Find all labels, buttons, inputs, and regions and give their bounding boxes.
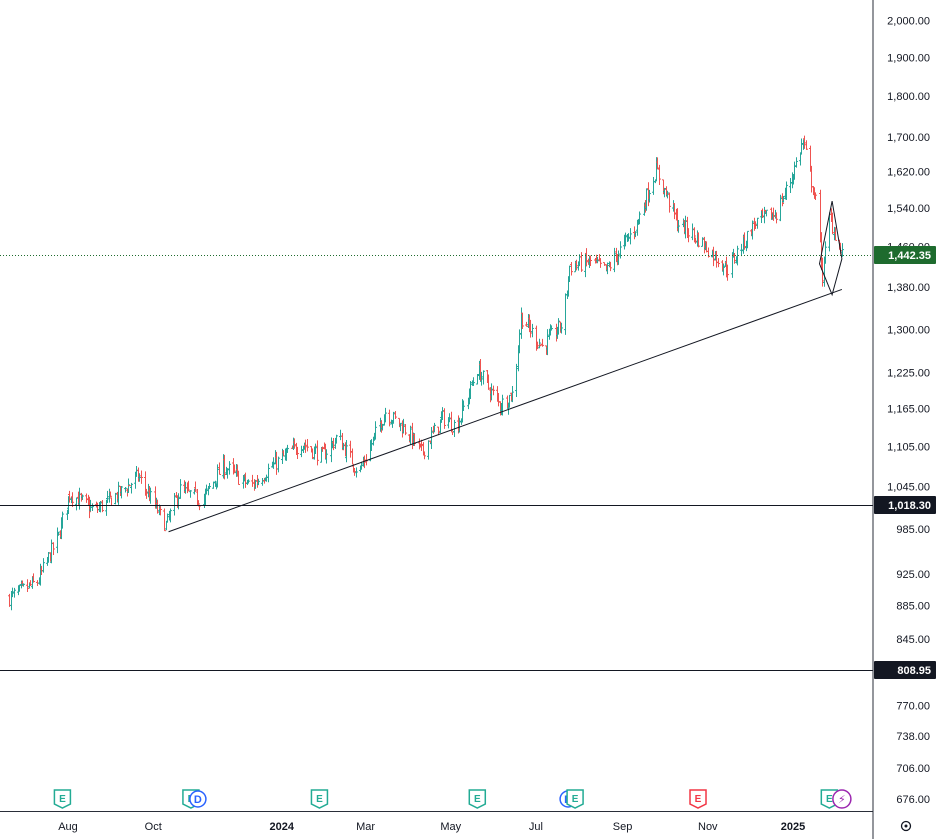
price-tick-label: 1,165.00 [887, 403, 930, 415]
price-tick-label: 738.00 [896, 731, 930, 743]
event-markers: EEDEEDEEE⚡ [53, 789, 852, 809]
dividend-icon[interactable] [189, 790, 207, 808]
level-price-tag-label: 808.95 [897, 665, 931, 677]
price-tick-label: 1,900.00 [887, 52, 930, 64]
price-tick-label: 1,105.00 [887, 441, 930, 453]
settings-gear-icon-center [904, 824, 908, 828]
trendline[interactable] [168, 288, 843, 533]
diamond-pattern[interactable] [818, 201, 843, 297]
time-tick-label: Sep [613, 821, 633, 833]
price-tick-label: 925.00 [896, 569, 930, 581]
time-tick-label: 2024 [269, 821, 294, 833]
time-tick-label: May [440, 821, 461, 833]
earnings-icon[interactable] [566, 789, 584, 809]
time-tick-label: 2025 [781, 821, 805, 833]
price-tick-label: 1,700.00 [887, 132, 930, 144]
price-tick-label: 845.00 [896, 634, 930, 646]
earnings-icon[interactable] [310, 789, 329, 809]
level-price-tag [874, 661, 936, 679]
price-tick-label: 770.00 [896, 701, 930, 713]
time-tick-label: Jul [529, 821, 543, 833]
earnings-icon-label: E [59, 794, 66, 805]
price-tick-label: 985.00 [896, 524, 930, 536]
price-tick-label: 1,225.00 [887, 367, 930, 379]
earnings-icon-label: E [474, 794, 481, 805]
current-price-tag [874, 246, 936, 264]
price-tick-label: 1,380.00 [887, 282, 930, 294]
price-tick-label: 1,540.00 [887, 203, 930, 215]
earnings-icon-label: E [572, 794, 579, 805]
price-tick-label: 1,045.00 [887, 481, 930, 493]
level-price-tag [874, 496, 936, 514]
chart-settings-button[interactable] [900, 820, 912, 832]
current-price-tag-label: 1,442.35 [888, 250, 931, 262]
price-tick-label: 1,620.00 [887, 167, 930, 179]
time-tick-label: Oct [145, 821, 162, 833]
price-tick-label: 885.00 [896, 601, 930, 613]
earnings-icon-label: E [826, 794, 833, 805]
price-tick-label: 676.00 [896, 794, 930, 806]
price-axis-background [873, 0, 941, 839]
price-tags: 1,018.30 808.95 1,442.35 [874, 246, 936, 679]
time-tick-label: Mar [356, 821, 375, 833]
flash-icon[interactable] [832, 789, 852, 809]
price-tick-label: 1,800.00 [887, 91, 930, 103]
level-price-tag-label: 1,018.30 [888, 500, 931, 512]
earnings-icon[interactable] [53, 789, 72, 809]
price-axis-ticks[interactable]: 2,000.00 1,900.00 1,800.00 1,700.00 1,620.00… [887, 16, 930, 807]
time-tick-label: Nov [698, 821, 718, 833]
earnings-icon-label: E [316, 794, 323, 805]
flash-icon-label: ⚡ [838, 794, 846, 806]
earnings-icon[interactable] [468, 789, 487, 809]
price-tick-label: 706.00 [896, 763, 930, 775]
drawing-overlays [0, 201, 873, 671]
candlestick-series [8, 135, 844, 611]
price-tick-label: 2,000.00 [887, 16, 930, 28]
settings-gear-icon[interactable] [900, 820, 912, 832]
earnings-icon-label: E [695, 794, 702, 805]
earnings-icon[interactable] [689, 789, 707, 809]
time-tick-label: Aug [58, 821, 78, 833]
time-axis-ticks[interactable]: Aug Oct 2024 Mar May Jul Sep Nov 2025 [58, 821, 805, 833]
dividend-icon-label: D [194, 794, 202, 806]
price-tick-label: 1,300.00 [887, 325, 930, 337]
